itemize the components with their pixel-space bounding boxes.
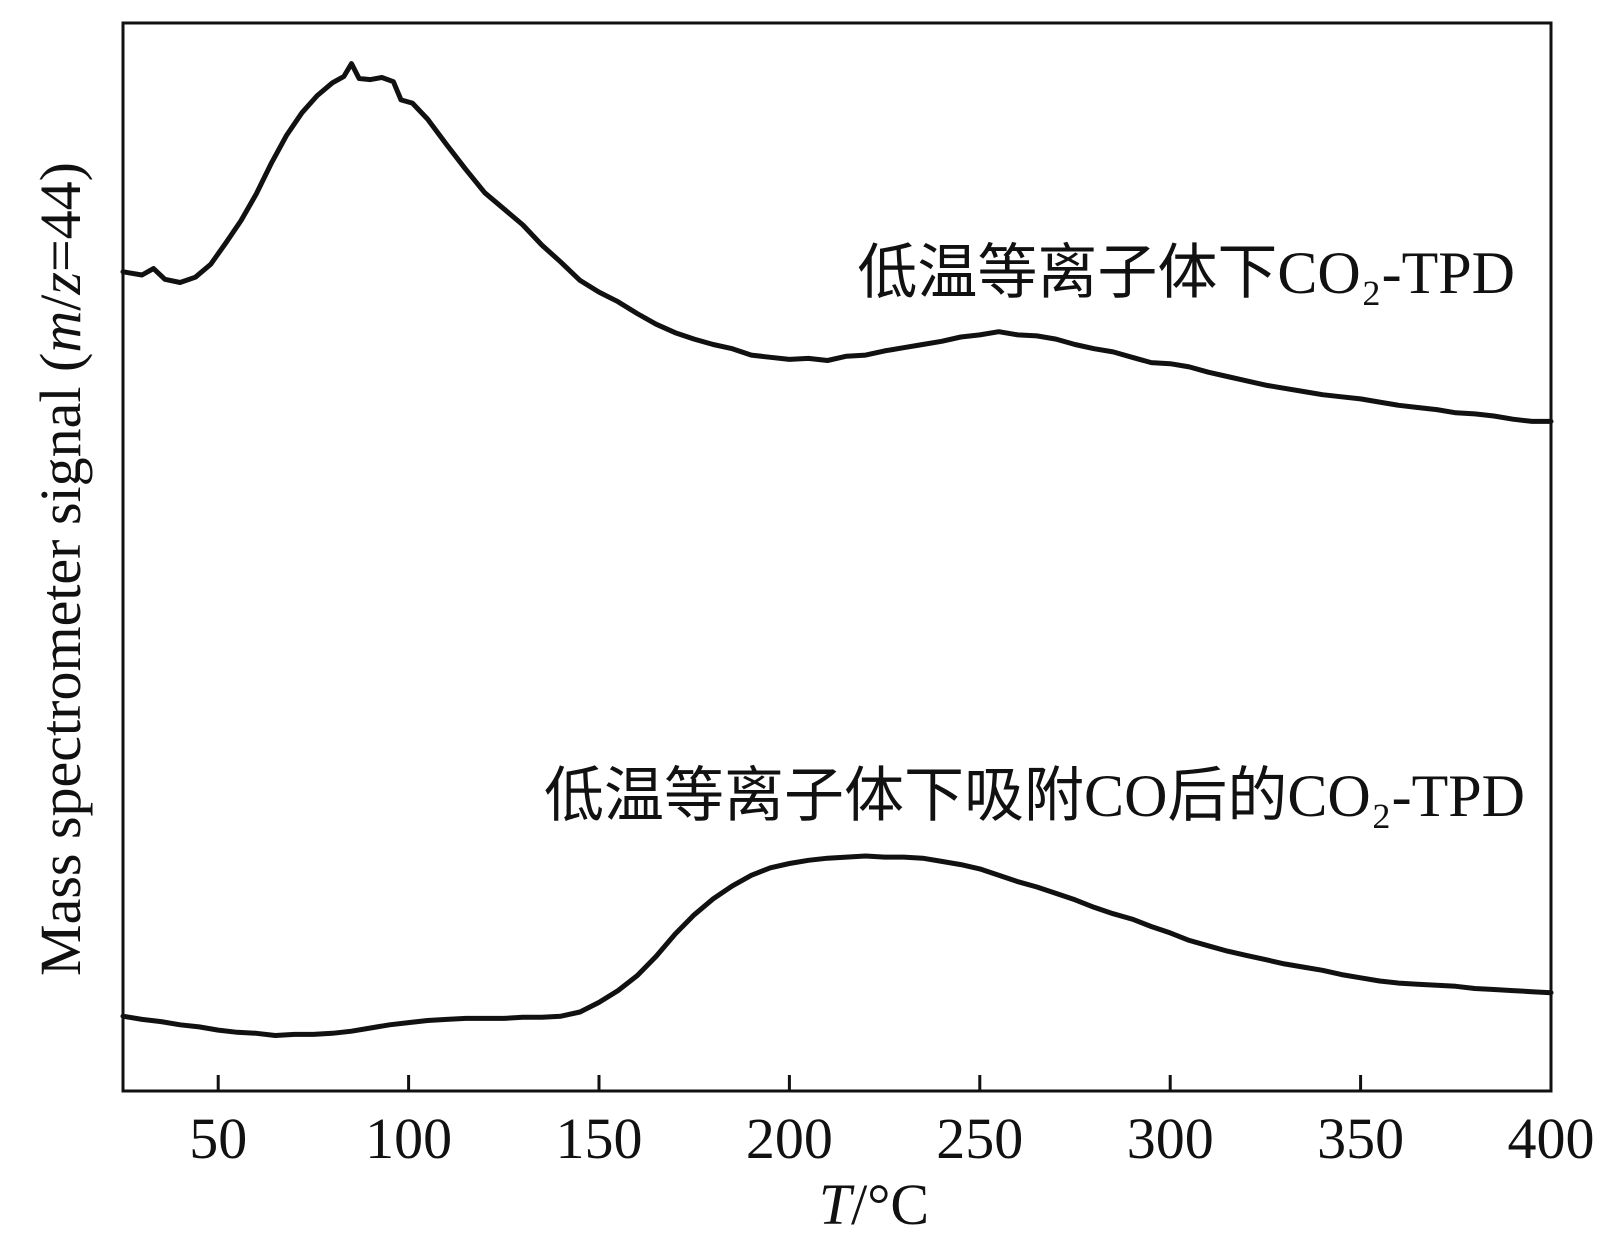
axis-label-text: =44) xyxy=(28,162,93,272)
y-axis-label: Mass spectrometer signal (m/z=44) xyxy=(28,162,93,976)
x-tick-label: 350 xyxy=(1317,1106,1404,1171)
x-axis-ticks: 50 100 150 200 250 300 350 400 xyxy=(189,1075,1595,1171)
x-tick-label: 100 xyxy=(365,1106,452,1171)
axis-label-symbol: m xyxy=(28,311,93,353)
series-line-co-adsorbed-co2-tpd xyxy=(120,853,1554,1038)
series-label-co-adsorbed-co2-tpd: 低温等离子体下吸附CO后的CO₂-TPD xyxy=(544,763,1525,829)
x-tick-label: 300 xyxy=(1127,1106,1214,1171)
axis-label-text: / xyxy=(28,294,93,311)
axis-label-text: Mass spectrometer signal ( xyxy=(28,353,93,976)
series-line-co2-tpd xyxy=(120,61,1554,424)
x-tick-label: 150 xyxy=(556,1106,643,1171)
axis-label-symbol: T xyxy=(819,1172,855,1237)
axis-label-text: /°C xyxy=(851,1172,929,1237)
x-tick-label: 50 xyxy=(189,1106,247,1171)
plot-frame xyxy=(121,21,1553,1093)
x-tick-label: 250 xyxy=(936,1106,1023,1171)
x-axis-label: T/°C xyxy=(819,1172,929,1237)
x-tick-label: 200 xyxy=(746,1106,833,1171)
x-tick-label: 400 xyxy=(1508,1106,1595,1171)
axis-label-symbol: z xyxy=(28,272,93,296)
series-label-co2-tpd: 低温等离子体下CO₂-TPD xyxy=(857,240,1515,306)
